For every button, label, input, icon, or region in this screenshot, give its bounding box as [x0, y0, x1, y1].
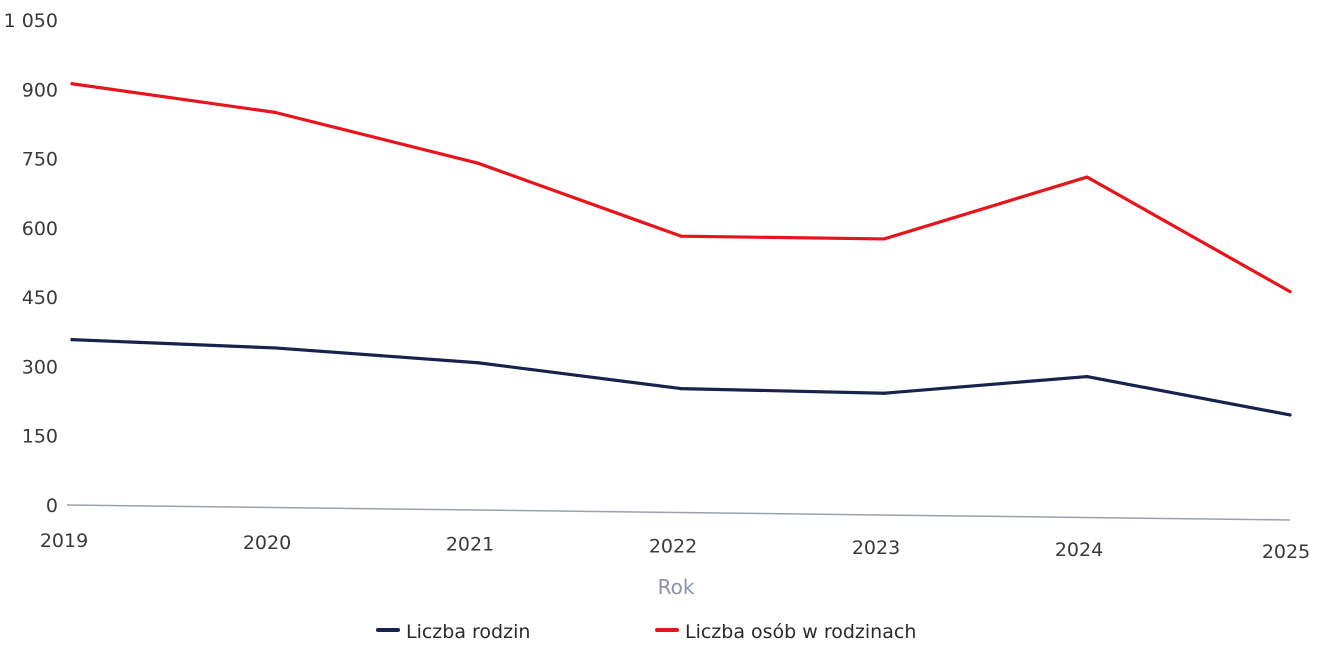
series-line-1	[70, 338, 1292, 417]
x-axis-ticks: 2019 2020 2021 2022 2023 2024 2025	[40, 530, 1310, 563]
x-tick-label: 2022	[649, 535, 697, 557]
x-axis-line	[66, 504, 1291, 521]
series-line-2	[70, 82, 1292, 294]
y-axis-ticks: 0 150 300 450 600 750 900 1 050	[4, 10, 58, 517]
y-tick-label: 1 050	[4, 10, 58, 32]
y-tick-label: 750	[22, 149, 58, 171]
x-tick-label: 2023	[852, 537, 900, 559]
y-tick-label: 0	[46, 495, 58, 517]
x-axis-title: Rok	[658, 575, 695, 599]
x-tick-label: 2025	[1262, 541, 1310, 563]
series-layer	[70, 82, 1292, 417]
data-point	[1085, 374, 1089, 379]
data-point	[476, 361, 480, 365]
data-point	[882, 237, 886, 241]
data-point	[679, 234, 683, 238]
data-point	[679, 387, 683, 391]
x-tick-label: 2024	[1055, 539, 1103, 561]
y-tick-label: 450	[22, 287, 58, 309]
y-tick-label: 900	[22, 79, 58, 101]
data-point	[476, 161, 480, 165]
legend: Liczba rodzin Liczba osób w rodzinach	[376, 621, 916, 643]
data-point	[70, 338, 74, 342]
data-point	[273, 110, 277, 114]
data-point	[882, 391, 886, 395]
data-point	[1288, 290, 1292, 294]
legend-label: Liczba osób w rodzinach	[685, 621, 916, 643]
x-tick-label: 2021	[446, 534, 494, 556]
y-tick-label: 300	[22, 356, 58, 378]
x-tick-label: 2019	[40, 530, 88, 552]
data-point	[70, 82, 74, 86]
x-tick-label: 2020	[243, 532, 291, 554]
y-tick-label: 150	[22, 426, 58, 448]
data-point	[1288, 413, 1292, 417]
data-point	[273, 346, 277, 350]
legend-label: Liczba rodzin	[406, 621, 530, 643]
data-point	[1085, 175, 1089, 179]
y-tick-label: 600	[22, 218, 58, 240]
